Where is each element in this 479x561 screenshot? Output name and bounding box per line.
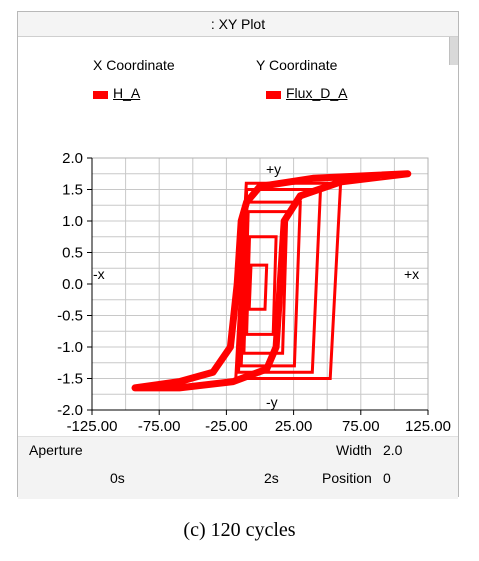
minor-hysteresis-loop bbox=[247, 263, 269, 311]
y-signal-link[interactable]: Flux_D_A bbox=[286, 85, 348, 101]
width-value[interactable]: 2.0 bbox=[383, 442, 403, 458]
major-hysteresis-loop bbox=[131, 170, 412, 392]
x-tick-label: 125.00 bbox=[405, 418, 451, 435]
y-tick-label: 1.0 bbox=[62, 213, 83, 230]
time-end-label: 2s bbox=[264, 470, 279, 486]
window-title: : XY Plot bbox=[210, 16, 266, 32]
x-tick-label: -125.00 bbox=[67, 418, 118, 435]
minus-x-marker: -x bbox=[93, 266, 105, 282]
aperture-panel: Aperture Width 2.0 0s 2s Position 0 bbox=[18, 436, 458, 499]
xy-plot-window: : XY Plot X Coordinate Y Coordinate H_A … bbox=[17, 11, 459, 499]
x-signal-link[interactable]: H_A bbox=[113, 85, 141, 101]
y-tick-label: -1.5 bbox=[57, 371, 83, 388]
x-tick-label: 75.00 bbox=[342, 418, 380, 435]
plus-y-marker: +y bbox=[266, 161, 281, 177]
x-tick-label: -25.00 bbox=[205, 418, 248, 435]
y-tick-label: -0.5 bbox=[57, 308, 83, 325]
position-label: Position bbox=[322, 470, 372, 486]
time-start-label: 0s bbox=[110, 470, 125, 486]
y-tick-label: 1.5 bbox=[62, 182, 83, 199]
plus-x-marker: +x bbox=[404, 266, 419, 282]
window-titlebar[interactable]: : XY Plot bbox=[18, 12, 458, 37]
y-coordinate-header: Y Coordinate bbox=[256, 57, 338, 73]
minus-y-marker: -y bbox=[266, 394, 278, 410]
tick-labels: 2.0 1.5 1.0 0.5 0.0 -0.5 -1.0 -1.5 -2.0-125.00 -7… bbox=[57, 150, 451, 435]
minor-hysteresis-loop bbox=[239, 200, 302, 368]
x-tick-label: -75.00 bbox=[138, 418, 181, 435]
figure-caption: (c) 120 cycles bbox=[183, 519, 296, 541]
y-series-swatch bbox=[266, 91, 281, 99]
x-series-swatch bbox=[93, 91, 108, 99]
x-tick-label: 25.00 bbox=[275, 418, 313, 435]
y-tick-label: 2.0 bbox=[62, 150, 83, 167]
minor-hysteresis-loop bbox=[245, 235, 278, 336]
aperture-label: Aperture bbox=[29, 442, 83, 458]
plot-grid bbox=[91, 157, 429, 411]
y-tick-label: 0.5 bbox=[62, 245, 83, 262]
y-tick-label: -2.0 bbox=[57, 402, 83, 419]
position-value[interactable]: 0 bbox=[383, 470, 391, 486]
y-tick-label: 0.0 bbox=[62, 276, 83, 293]
x-coordinate-header: X Coordinate bbox=[93, 57, 175, 73]
y-tick-label: -1.0 bbox=[57, 339, 83, 356]
minor-hysteresis-loop bbox=[242, 210, 289, 355]
vertical-scrollbar[interactable] bbox=[449, 37, 458, 65]
plot-axes bbox=[87, 157, 429, 415]
hysteresis-curves bbox=[131, 170, 412, 392]
width-label: Width bbox=[336, 442, 372, 458]
